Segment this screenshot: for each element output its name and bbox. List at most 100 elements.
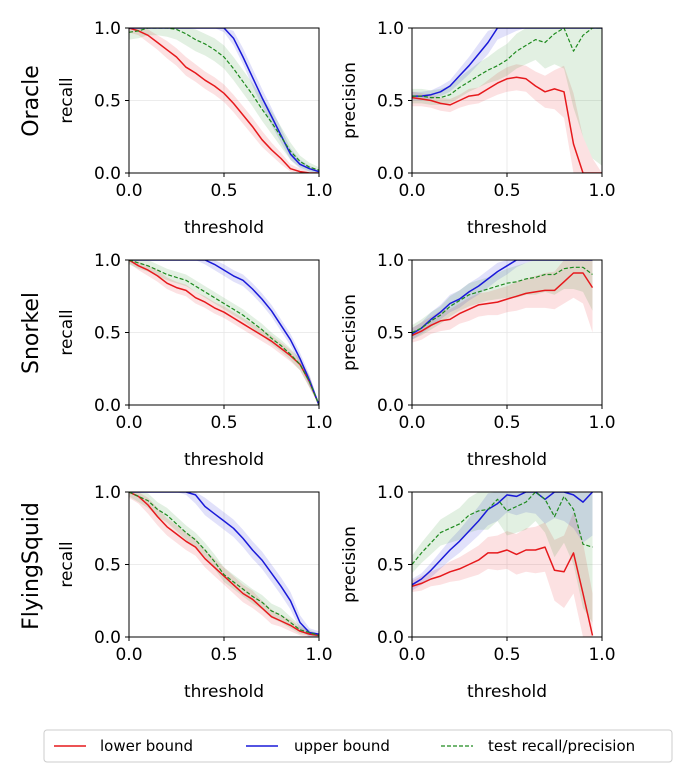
- x-tick-label: 1.0: [305, 181, 332, 201]
- y-tick-label: 1.0: [94, 251, 121, 271]
- series-line-test: [412, 28, 602, 99]
- x-tick-label: 0.5: [493, 181, 520, 201]
- plot-area: [412, 28, 602, 173]
- band-upper: [412, 260, 593, 340]
- x-tick-label: 0.5: [210, 645, 237, 665]
- panel-snorkel-precision: 0.0 0.5 1.0 0.0 0.5 1.0 threshold precision: [340, 251, 616, 470]
- series-line-lower: [129, 492, 319, 637]
- plot-area: [129, 260, 319, 405]
- band-lower: [412, 64, 602, 173]
- x-axis-label: threshold: [467, 682, 547, 702]
- y-axis-label: recall: [57, 77, 77, 123]
- legend-label-test: test recall/precision: [488, 737, 635, 755]
- legend-label-upper: upper bound: [294, 737, 390, 755]
- band-test: [412, 260, 593, 340]
- series-line-upper: [412, 28, 602, 97]
- y-tick-label: 0.5: [94, 556, 121, 576]
- x-tick-label: 0.0: [115, 181, 142, 201]
- band-upper: [412, 492, 593, 591]
- panel-flyingsquid-precision: 0.0 0.5 1.0 0.0 0.5 1.0 threshold precision: [340, 483, 616, 702]
- x-axis-label: threshold: [184, 682, 264, 702]
- y-tick-label: 0.5: [94, 324, 121, 344]
- series-line-test: [129, 28, 319, 171]
- series-line-upper: [129, 492, 319, 635]
- panel-oracle-recall: 0.0 0.5 1.0 0.0 0.5 1.0 threshold recall: [57, 19, 333, 238]
- x-tick-label: 0.5: [210, 413, 237, 433]
- y-tick-label: 0.0: [377, 628, 404, 648]
- x-tick-label: 0.0: [398, 645, 425, 665]
- series-line-lower: [129, 28, 319, 173]
- y-tick-label: 1.0: [377, 19, 404, 39]
- y-axis-label: precision: [340, 294, 360, 371]
- band-upper: [412, 28, 602, 101]
- band-test: [412, 28, 602, 166]
- x-tick-label: 1.0: [588, 413, 615, 433]
- series-line-test: [412, 492, 593, 565]
- plot-area: [412, 260, 594, 343]
- y-tick-label: 0.5: [377, 92, 404, 112]
- series-line-lower: [412, 76, 602, 173]
- x-tick-label: 1.0: [305, 645, 332, 665]
- x-tick-label: 0.5: [210, 181, 237, 201]
- y-tick-label: 1.0: [377, 251, 404, 271]
- x-tick-label: 0.0: [398, 181, 425, 201]
- y-tick-label: 0.0: [377, 396, 404, 416]
- x-axis-label: threshold: [467, 218, 547, 238]
- band-lower: [129, 28, 319, 173]
- x-tick-label: 0.0: [115, 645, 142, 665]
- series-line-upper: [129, 260, 319, 405]
- y-axis-label: precision: [340, 526, 360, 603]
- panel-oracle-precision: 0.0 0.5 1.0 0.0 0.5 1.0 threshold precision: [340, 19, 616, 238]
- series-line-upper: [129, 28, 319, 173]
- panel-snorkel-recall: 0.0 0.5 1.0 0.0 0.5 1.0 threshold recall: [57, 251, 333, 470]
- subplot-grid: 0.0 0.5 1.0 0.0 0.5 1.0 threshold recall 0.0 0.5 1…: [57, 19, 616, 702]
- x-tick-label: 1.0: [588, 181, 615, 201]
- y-tick-label: 0.5: [377, 556, 404, 576]
- series-line-upper: [412, 260, 593, 335]
- x-tick-label: 1.0: [305, 413, 332, 433]
- y-tick-label: 0.0: [377, 164, 404, 184]
- legend-label-lower: lower bound: [100, 737, 193, 755]
- y-tick-label: 0.5: [377, 324, 404, 344]
- series-line-lower: [412, 546, 594, 636]
- legend: lower bound upper bound test recall/prec…: [43, 729, 673, 763]
- x-tick-label: 0.5: [493, 413, 520, 433]
- legend-frame: [43, 729, 673, 763]
- x-tick-label: 0.0: [398, 413, 425, 433]
- series-line-test: [129, 492, 319, 637]
- y-axis-label: recall: [57, 541, 77, 587]
- plot-area: [129, 28, 319, 173]
- band-lower: [412, 512, 593, 637]
- series-line-test: [412, 266, 593, 334]
- y-tick-label: 1.0: [94, 483, 121, 503]
- y-tick-label: 1.0: [94, 19, 121, 39]
- row-label-oracle: Oracle: [19, 65, 44, 137]
- y-axis-label: recall: [57, 309, 77, 355]
- series-line-upper: [412, 492, 594, 586]
- y-tick-label: 0.0: [94, 396, 121, 416]
- panel-flyingsquid-recall: 0.0 0.5 1.0 0.0 0.5 1.0 threshold recall: [57, 483, 333, 702]
- band-lower: [129, 260, 319, 405]
- series-line-lower: [412, 272, 594, 337]
- x-tick-label: 0.5: [493, 645, 520, 665]
- plot-area: [412, 492, 594, 637]
- plot-area: [129, 492, 319, 637]
- y-axis-label: precision: [340, 62, 360, 139]
- x-axis-label: threshold: [467, 450, 547, 470]
- row-label-snorkel: Snorkel: [19, 292, 44, 374]
- row-label-flyingsquid: FlyingSquid: [19, 502, 44, 630]
- band-test: [129, 492, 319, 637]
- series-line-test: [129, 260, 319, 405]
- x-axis-label: threshold: [184, 218, 264, 238]
- y-tick-label: 1.0: [377, 483, 404, 503]
- x-tick-label: 0.0: [115, 413, 142, 433]
- x-tick-label: 1.0: [588, 645, 615, 665]
- y-tick-label: 0.5: [94, 92, 121, 112]
- y-tick-label: 0.0: [94, 164, 121, 184]
- x-axis-label: threshold: [184, 450, 264, 470]
- series-line-lower: [129, 260, 319, 405]
- y-tick-label: 0.0: [94, 628, 121, 648]
- band-lower: [129, 492, 319, 637]
